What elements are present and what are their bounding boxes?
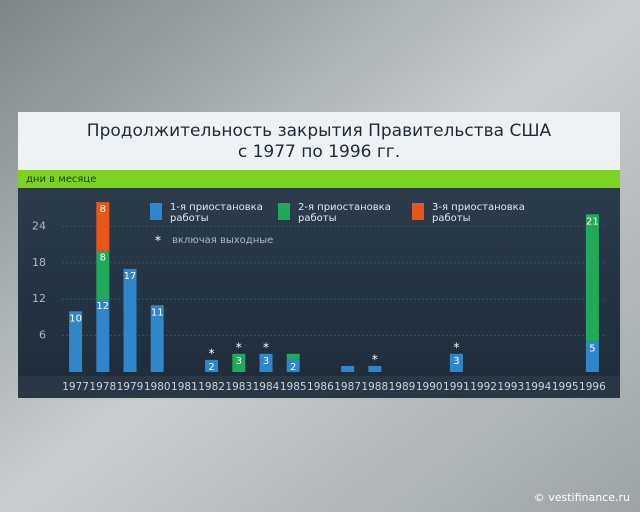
bar-segment (232, 353, 246, 372)
bar-segment (449, 353, 463, 372)
bar-segment (96, 202, 110, 251)
value-label: 3 (236, 356, 242, 367)
x-tick-label: 1994 (525, 381, 552, 393)
weekend-mark: * (236, 340, 242, 354)
x-tick-label: 1979 (117, 381, 144, 393)
legend-swatch (412, 203, 424, 220)
y-tick-label: 12 (32, 292, 46, 305)
value-label: 11 (151, 307, 164, 318)
bar-segment (96, 299, 110, 372)
bar-segment (341, 365, 355, 372)
x-tick-label: 1988 (361, 381, 388, 393)
x-tick-label: 1993 (497, 381, 524, 393)
bar-segment (69, 311, 83, 372)
bar-segment (585, 214, 599, 342)
value-label: 8 (100, 253, 106, 264)
bar-segment (286, 353, 300, 360)
value-label: 8 (100, 204, 106, 215)
value-label: 21 (586, 216, 599, 227)
source: © vestifinance.ru (534, 491, 630, 504)
weekend-mark: * (453, 340, 459, 354)
legend-label: 3-я приостановка работы (432, 202, 525, 224)
x-tick-label: 1985 (280, 381, 307, 393)
weekend-mark: * (209, 346, 215, 360)
x-tick-label: 1982 (198, 381, 225, 393)
x-axis-band (18, 376, 620, 398)
bar-segment (286, 359, 300, 372)
chart-title: Продолжительность закрытия Правительства… (87, 121, 552, 141)
y-axis-label: дни в месяце (26, 174, 96, 185)
value-label: 3 (263, 356, 269, 367)
x-tick-label: 1990 (416, 381, 443, 393)
value-label: 10 (69, 313, 82, 324)
x-tick-label: 1987 (334, 381, 361, 393)
x-tick-label: 1995 (552, 381, 579, 393)
bar-segment (150, 305, 164, 372)
weekend-mark: * (372, 352, 378, 366)
value-label: 2 (290, 362, 296, 373)
bar-segment (96, 250, 110, 300)
x-tick-label: 1996 (579, 381, 606, 393)
footnote-symbol: * (155, 234, 161, 248)
chart-title: с 1977 по 1996 гг. (238, 142, 400, 162)
bar-segment (259, 353, 273, 372)
x-tick-label: 1986 (307, 381, 334, 393)
weekend-mark: * (263, 340, 269, 354)
x-tick-label: 1981 (171, 381, 198, 393)
footnote-text: включая выходные (172, 235, 273, 246)
bar-segment (123, 268, 137, 372)
x-tick-label: 1978 (89, 381, 116, 393)
bar-segment (368, 365, 382, 372)
bar-segment (205, 359, 219, 372)
x-tick-label: 1992 (470, 381, 497, 393)
bar-segment (585, 341, 599, 372)
legend-swatch (150, 203, 162, 220)
value-label: 12 (96, 301, 109, 312)
legend-label: 2-я приостановка работы (298, 202, 391, 224)
plot-panel (18, 188, 620, 376)
x-tick-label: 1991 (443, 381, 470, 393)
value-label: 3 (453, 356, 459, 367)
x-tick-label: 1989 (389, 381, 416, 393)
y-tick-label: 18 (32, 256, 46, 269)
title-panel (18, 112, 620, 170)
value-label: 5 (589, 344, 595, 355)
y-label-bar (18, 170, 620, 188)
legend-label: 1-я приостановка работы (170, 202, 263, 224)
legend-swatch (278, 203, 290, 220)
x-tick-label: 1980 (144, 381, 171, 393)
y-tick-label: 24 (32, 219, 46, 232)
x-tick-label: 1983 (225, 381, 252, 393)
value-label: 2 (208, 362, 214, 373)
x-tick-label: 1977 (62, 381, 89, 393)
y-tick-label: 6 (39, 329, 46, 342)
value-label: 17 (124, 271, 137, 282)
x-tick-label: 1984 (253, 381, 280, 393)
